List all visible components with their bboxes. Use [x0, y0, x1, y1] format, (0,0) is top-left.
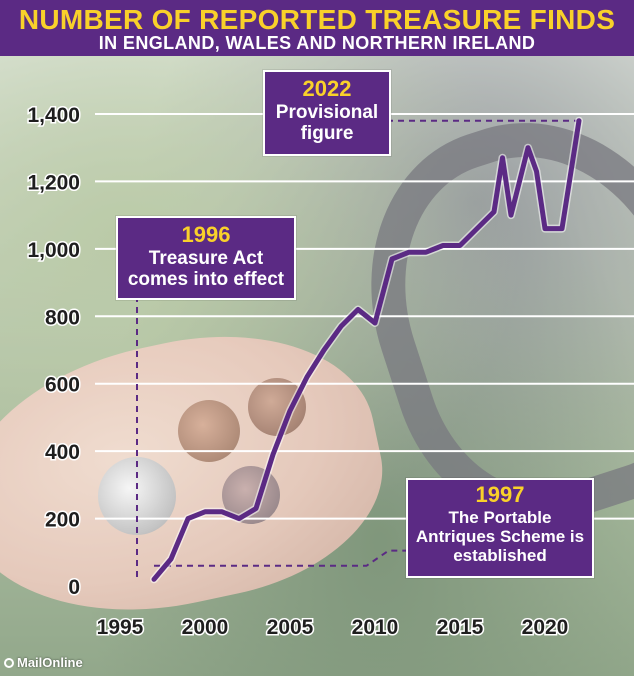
mailonline-logo-icon: [4, 657, 14, 668]
leader-1997: [154, 549, 406, 567]
annotation-leaders: [136, 119, 579, 580]
y-tick-label: 0: [68, 576, 80, 599]
x-tick-label: 2015: [437, 616, 484, 639]
y-tick-label: 400: [45, 441, 80, 464]
annotation-year: 2022: [302, 76, 352, 101]
annotation-text: Treasure Act comes into effect: [127, 248, 285, 291]
annotation-text: Provisional figure: [275, 102, 379, 145]
x-tick-label: 2020: [522, 616, 569, 639]
x-tick-label: 2000: [182, 616, 229, 639]
y-tick-label: 1,200: [27, 171, 80, 194]
x-tick-label: 2010: [352, 616, 399, 639]
annotation-2022: 2022 Provisional figure: [263, 70, 391, 156]
annotation-text: The Portable Antriques Scheme is establi…: [415, 508, 585, 566]
annotation-year: 1997: [475, 482, 525, 507]
annotation-1997: 1997 The Portable Antriques Scheme is es…: [406, 478, 594, 578]
y-tick-label: 1,400: [27, 104, 80, 127]
y-tick-label: 600: [45, 374, 80, 397]
annotation-1996: 1996 Treasure Act comes into effect: [116, 216, 296, 300]
chart-subtitle: IN ENGLAND, WALES AND NORTHERN IRELAND: [98, 33, 536, 53]
y-tick-label: 200: [45, 509, 80, 532]
chart-title: NUMBER OF REPORTED TREASURE FINDS: [18, 4, 616, 35]
y-tick-label: 800: [45, 306, 80, 329]
x-tick-label: 1995: [97, 616, 144, 639]
source-label: MailOnline: [17, 655, 83, 670]
annotation-year: 1996: [181, 222, 231, 247]
y-axis: 0 200 400 600 800 1,000 1,200 1,400: [26, 103, 82, 601]
x-tick-label: 2005: [267, 616, 314, 639]
source-logo: MailOnline: [4, 655, 83, 670]
y-tick-label: 1,000: [27, 239, 80, 262]
x-axis: 1995 2000 2005 2010 2015 2020: [95, 615, 570, 641]
series-line: [151, 118, 582, 582]
series-layer: [150, 116, 583, 584]
title-banner: NUMBER OF REPORTED TREASURE FINDS IN ENG…: [0, 0, 634, 56]
